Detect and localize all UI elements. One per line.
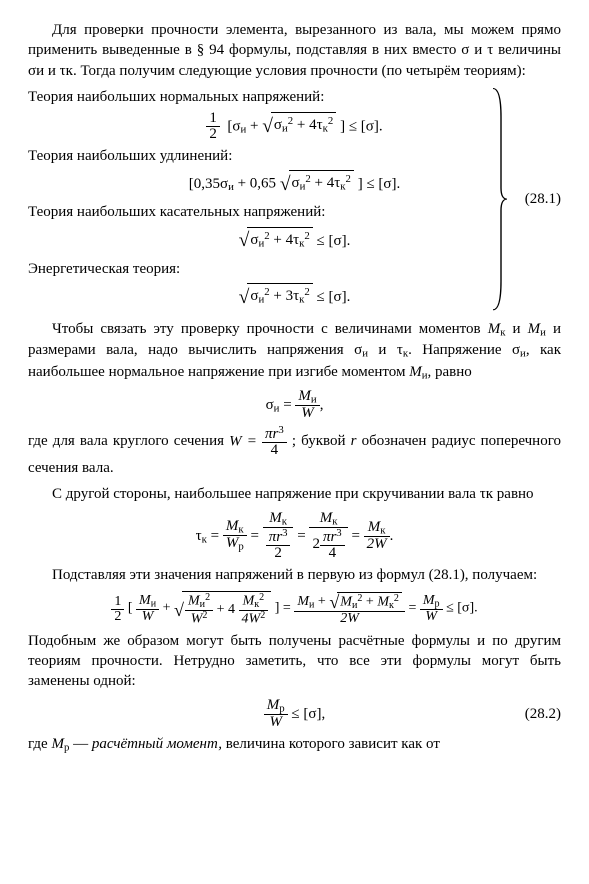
theory-4-label: Энергетическая теория: — [28, 259, 561, 279]
paragraph-4: С другой стороны, наибольшее напряжение … — [28, 484, 561, 504]
eq-1: 12 [σи + σи2 + 4τк2 ] ≤ [σ]. — [28, 111, 561, 142]
theories-block: (28.1) Теория наибольших нормальных напр… — [28, 87, 561, 311]
eq-sigma-i: σи = MиW, — [28, 389, 561, 421]
eq-7: 12 [ MиW + Mи2W2 + 4 Mк24W2 ] = Mи + Mи2… — [28, 591, 561, 627]
eq-4: σи2 + 3τк2 ≤ [σ]. — [28, 283, 561, 311]
eq-8: MрW ≤ [σ], (28.2) — [28, 698, 561, 730]
paragraph-7: где Mр — расчётный момент, величина кото… — [28, 734, 561, 755]
paragraph-2: Чтобы связать эту проверку прочности с в… — [28, 319, 561, 383]
eq-2: [0,35σи + 0,65 σи2 + 4τк2 ] ≤ [σ]. — [28, 170, 561, 198]
paragraph-5: Подставляя эти значения напряжений в пер… — [28, 565, 561, 585]
eq-3: σи2 + 4τк2 ≤ [σ]. — [28, 227, 561, 255]
theory-1-label: Теория наибольших нормальных напряжений: — [28, 87, 561, 107]
paragraph-6: Подобным же образом могут быть получены … — [28, 631, 561, 692]
eq-number-28-2: (28.2) — [525, 704, 561, 724]
paragraph-3: где для вала круглого сечения W = πr34 ;… — [28, 425, 561, 478]
paragraph-intro: Для проверки прочности элемента, вырезан… — [28, 20, 561, 81]
theory-3-label: Теория наибольших касательных напряжений… — [28, 202, 561, 222]
eq-tau-k: τк = MкWp = Mкπr32 = Mк2πr34 = Mк2W. — [28, 511, 561, 561]
theory-2-label: Теория наибольших удлинений: — [28, 146, 561, 166]
